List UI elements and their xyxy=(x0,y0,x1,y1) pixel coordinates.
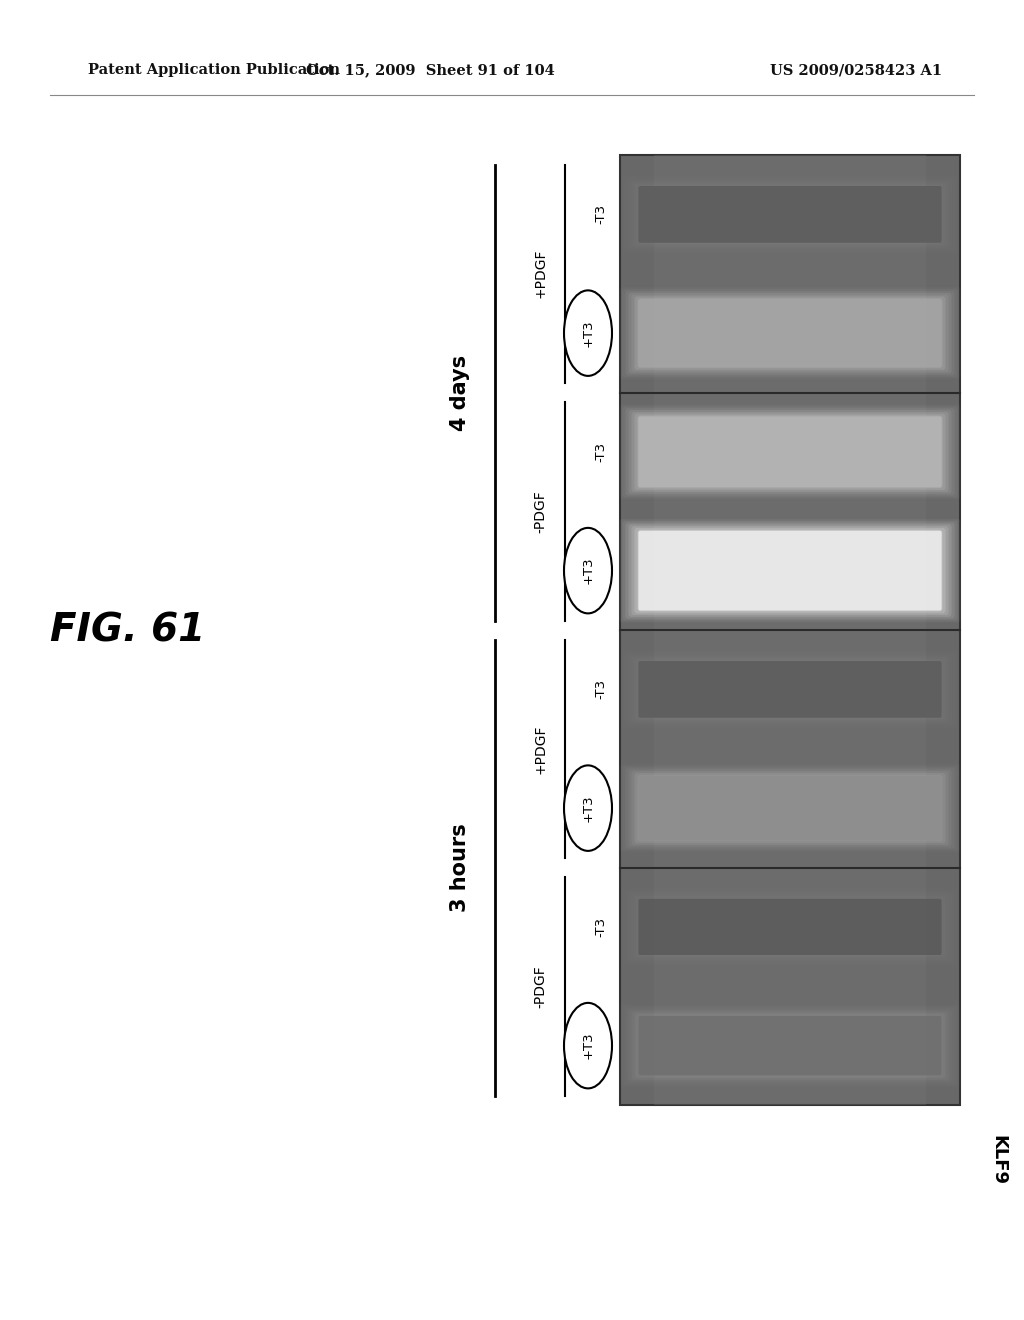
Text: US 2009/0258423 A1: US 2009/0258423 A1 xyxy=(770,63,942,77)
Text: Oct. 15, 2009  Sheet 91 of 104: Oct. 15, 2009 Sheet 91 of 104 xyxy=(305,63,554,77)
FancyBboxPatch shape xyxy=(635,413,945,490)
Text: +T3: +T3 xyxy=(582,795,595,822)
Ellipse shape xyxy=(564,528,612,614)
FancyBboxPatch shape xyxy=(635,528,945,614)
Text: -PDGF: -PDGF xyxy=(534,965,547,1007)
FancyBboxPatch shape xyxy=(638,661,942,718)
Text: 3 hours: 3 hours xyxy=(450,824,470,912)
Ellipse shape xyxy=(564,766,612,851)
Text: -PDGF: -PDGF xyxy=(534,490,547,533)
Text: -T3: -T3 xyxy=(594,680,607,700)
FancyBboxPatch shape xyxy=(632,771,948,845)
FancyBboxPatch shape xyxy=(638,1016,942,1076)
Text: +T3: +T3 xyxy=(582,557,595,585)
Bar xyxy=(654,154,926,1105)
FancyBboxPatch shape xyxy=(638,531,942,611)
FancyBboxPatch shape xyxy=(629,411,951,494)
FancyBboxPatch shape xyxy=(638,417,942,487)
FancyBboxPatch shape xyxy=(637,529,943,611)
FancyBboxPatch shape xyxy=(638,899,942,954)
Ellipse shape xyxy=(564,1003,612,1089)
FancyBboxPatch shape xyxy=(632,527,948,615)
FancyBboxPatch shape xyxy=(629,524,951,616)
FancyBboxPatch shape xyxy=(638,186,942,243)
FancyBboxPatch shape xyxy=(626,523,954,619)
FancyBboxPatch shape xyxy=(632,412,948,492)
Text: -T3: -T3 xyxy=(594,917,607,937)
FancyBboxPatch shape xyxy=(635,296,945,370)
FancyBboxPatch shape xyxy=(637,298,943,368)
Text: 4 days: 4 days xyxy=(450,355,470,430)
Text: KLF9: KLF9 xyxy=(989,1135,1007,1185)
FancyBboxPatch shape xyxy=(638,300,942,367)
FancyBboxPatch shape xyxy=(629,293,951,374)
FancyBboxPatch shape xyxy=(626,290,954,375)
FancyBboxPatch shape xyxy=(632,294,948,372)
Ellipse shape xyxy=(564,290,612,376)
Text: Patent Application Publication: Patent Application Publication xyxy=(88,63,340,77)
FancyBboxPatch shape xyxy=(623,521,957,620)
FancyBboxPatch shape xyxy=(637,416,943,488)
Text: +T3: +T3 xyxy=(582,1032,595,1060)
FancyBboxPatch shape xyxy=(638,776,942,841)
FancyBboxPatch shape xyxy=(635,774,945,843)
Text: +T3: +T3 xyxy=(582,319,595,347)
Bar xyxy=(620,154,961,1105)
FancyBboxPatch shape xyxy=(637,775,943,841)
Text: -T3: -T3 xyxy=(594,442,607,462)
Text: +PDGF: +PDGF xyxy=(534,249,547,298)
Text: -T3: -T3 xyxy=(594,205,607,224)
Text: FIG. 61: FIG. 61 xyxy=(50,611,206,649)
Text: +PDGF: +PDGF xyxy=(534,723,547,774)
FancyBboxPatch shape xyxy=(626,408,954,495)
